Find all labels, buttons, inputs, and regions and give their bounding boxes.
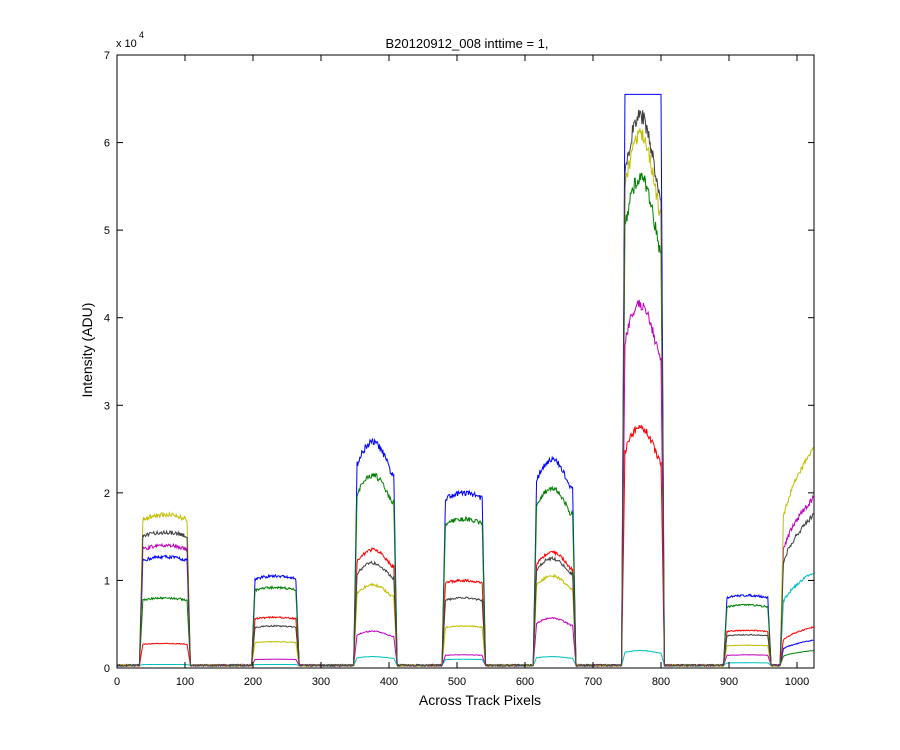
y-tick-label: 3 [104, 400, 110, 412]
series-line-6 [117, 128, 814, 668]
x-tick-label: 0 [114, 676, 120, 688]
x-axis-label: Across Track Pixels [419, 692, 541, 708]
series-line-2 [117, 172, 814, 668]
y-tick-label: 0 [104, 663, 110, 675]
chart-title: B20120912_008 inttime = 1, [386, 36, 549, 51]
axes-frame [116, 54, 815, 669]
series-line-5 [117, 299, 814, 668]
x-tick-label: 100 [176, 676, 194, 688]
x-tick-label: 700 [584, 676, 602, 688]
y-tick-label: 6 [104, 138, 110, 150]
x-tick-label: 300 [312, 676, 330, 688]
x-tick-label: 1000 [785, 676, 809, 688]
series-line-3 [117, 424, 814, 668]
series-line-4 [117, 573, 814, 668]
y-exponent-power: 4 [139, 30, 144, 40]
axes: 0 100 200 300 400 500 600 700 800 900 1000 0 1 2 3 4 5 6 7 [104, 50, 815, 688]
y-tick-label: 5 [104, 225, 110, 237]
y-tick-label: 4 [104, 313, 110, 325]
x-tick-label: 500 [448, 676, 466, 688]
x-tick-label: 900 [720, 676, 738, 688]
plot-area [117, 93, 814, 668]
y-tick-label: 2 [104, 488, 110, 500]
y-exponent-label: x 10 [116, 38, 137, 50]
series-line-7 [117, 109, 814, 668]
y-tick-label: 1 [104, 575, 110, 587]
y-axis-label: Intensity (ADU) [79, 303, 95, 398]
x-tick-label: 400 [380, 676, 398, 688]
x-tick-label: 600 [516, 676, 534, 688]
x-tick-label: 800 [652, 676, 670, 688]
y-tick-label: 7 [104, 50, 110, 62]
x-tick-label: 200 [244, 676, 262, 688]
